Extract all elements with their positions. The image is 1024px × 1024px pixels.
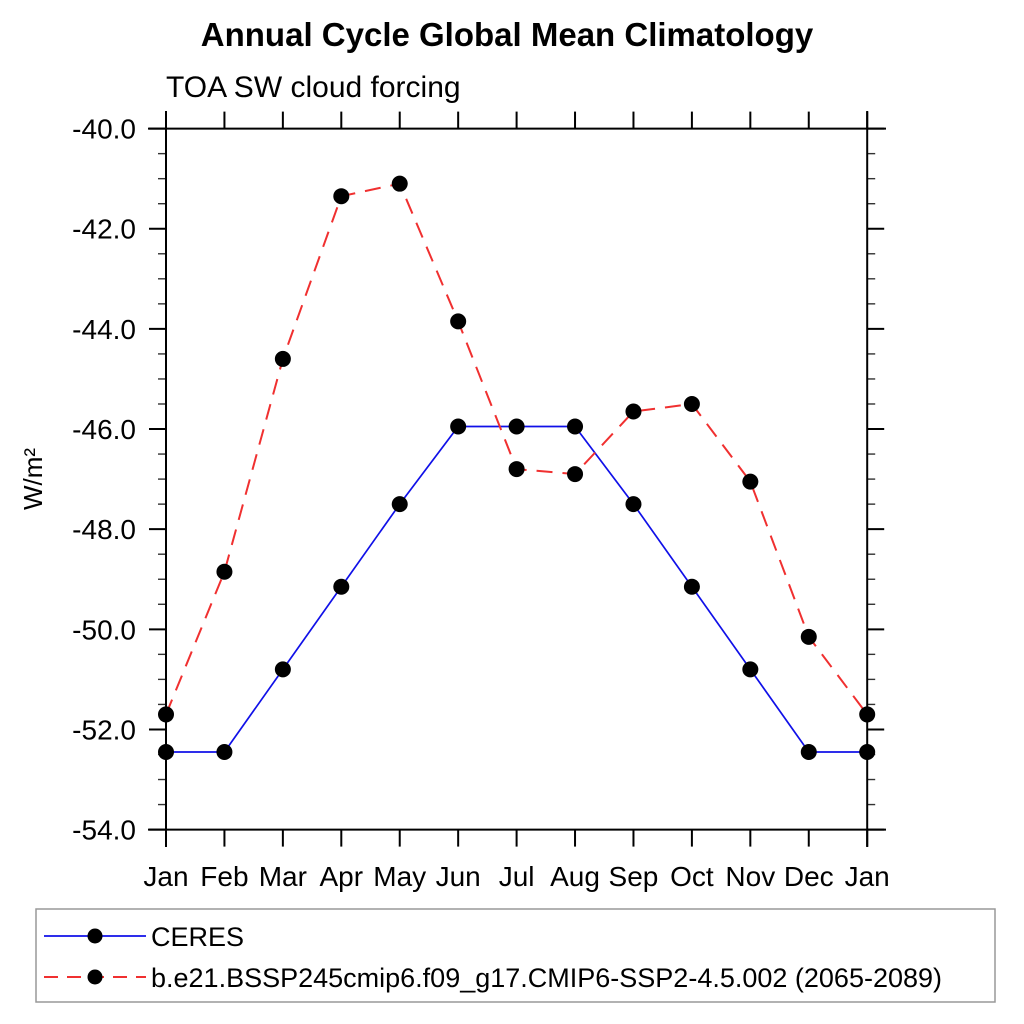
data-point bbox=[216, 743, 233, 760]
data-point bbox=[333, 578, 350, 595]
legend-marker-dot bbox=[87, 928, 103, 944]
data-point bbox=[742, 473, 759, 490]
y-tick-label: -46.0 bbox=[72, 414, 136, 445]
data-point bbox=[859, 743, 876, 760]
x-tick-label: Jul bbox=[499, 861, 535, 892]
data-point bbox=[859, 706, 876, 723]
x-tick-label: Feb bbox=[200, 861, 248, 892]
legend-label-model: b.e21.BSSP245cmip6.f09_g17.CMIP6-SSP2-4.… bbox=[151, 963, 942, 993]
y-axis-ticks bbox=[149, 127, 885, 831]
data-point bbox=[742, 661, 759, 678]
x-tick-label: Jan bbox=[845, 861, 890, 892]
legend-label-ceres: CERES bbox=[151, 922, 244, 952]
series-line bbox=[165, 182, 868, 716]
x-tick-label: Mar bbox=[259, 861, 307, 892]
plot-borders bbox=[148, 111, 886, 847]
x-tick-label: Jun bbox=[436, 861, 481, 892]
y-axis-label: W/m² bbox=[18, 448, 48, 510]
y-tick-label: -54.0 bbox=[72, 815, 136, 846]
legend-box bbox=[35, 908, 996, 1003]
data-point bbox=[158, 743, 174, 760]
x-tick-label: May bbox=[373, 861, 426, 892]
y-tick-label: -52.0 bbox=[72, 714, 136, 745]
x-tick-label: Sep bbox=[609, 861, 659, 892]
y-axis-minor-ticks bbox=[158, 152, 876, 806]
series-model bbox=[158, 175, 876, 723]
y-tick-label: -42.0 bbox=[72, 214, 136, 245]
data-point bbox=[683, 578, 700, 595]
x-tick-label: Jan bbox=[143, 861, 188, 892]
data-point bbox=[391, 175, 408, 192]
chart-title: Annual Cycle Global Mean Climatology bbox=[201, 16, 814, 53]
data-point bbox=[800, 743, 817, 760]
chart-subtitle: TOA SW cloud forcing bbox=[166, 71, 461, 104]
data-point bbox=[567, 418, 584, 435]
data-point bbox=[158, 706, 174, 723]
y-tick-label: -44.0 bbox=[72, 314, 136, 345]
legend-item-model: b.e21.BSSP245cmip6.f09_g17.CMIP6-SSP2-4.… bbox=[44, 963, 942, 993]
data-point bbox=[450, 418, 467, 435]
x-tick-label: Dec bbox=[784, 861, 834, 892]
data-point bbox=[391, 496, 408, 513]
data-point bbox=[450, 313, 467, 330]
y-tick-label: -48.0 bbox=[72, 514, 136, 545]
data-point bbox=[800, 628, 817, 645]
data-point bbox=[274, 350, 291, 367]
x-tick-label: Oct bbox=[670, 861, 714, 892]
data-point bbox=[216, 563, 233, 580]
y-tick-label: -40.0 bbox=[72, 114, 136, 145]
data-point bbox=[333, 188, 350, 205]
data-point bbox=[508, 418, 525, 435]
data-point bbox=[274, 661, 291, 678]
y-axis-tick-labels: -40.0 -42.0 -44.0 -46.0 -48.0 -50.0 -52.0 -54.0 bbox=[72, 114, 136, 846]
y-tick-label: -50.0 bbox=[72, 614, 136, 645]
legend: CERES b.e21.BSSP245cmip6.f09_g17.CMIP6-S… bbox=[35, 908, 996, 1003]
legend-item-ceres: CERES bbox=[44, 922, 244, 952]
data-point bbox=[625, 496, 642, 513]
plot-area: -40.0 -42.0 -44.0 -46.0 -48.0 -50.0 -52.0 -54.0… bbox=[72, 111, 890, 892]
legend-marker-dot bbox=[87, 969, 103, 985]
x-tick-label: Aug bbox=[550, 861, 600, 892]
data-point bbox=[625, 403, 642, 420]
series-ceres bbox=[158, 418, 876, 760]
x-axis-ticks bbox=[165, 111, 869, 847]
x-axis-tick-labels: Jan Feb Mar Apr May Jun Jul Aug Sep Oct Nov Dec Jan bbox=[143, 861, 889, 892]
x-tick-label: Apr bbox=[320, 861, 364, 892]
data-point bbox=[567, 466, 584, 483]
x-tick-label: Nov bbox=[725, 861, 775, 892]
data-point bbox=[683, 395, 700, 412]
data-point bbox=[508, 461, 525, 478]
